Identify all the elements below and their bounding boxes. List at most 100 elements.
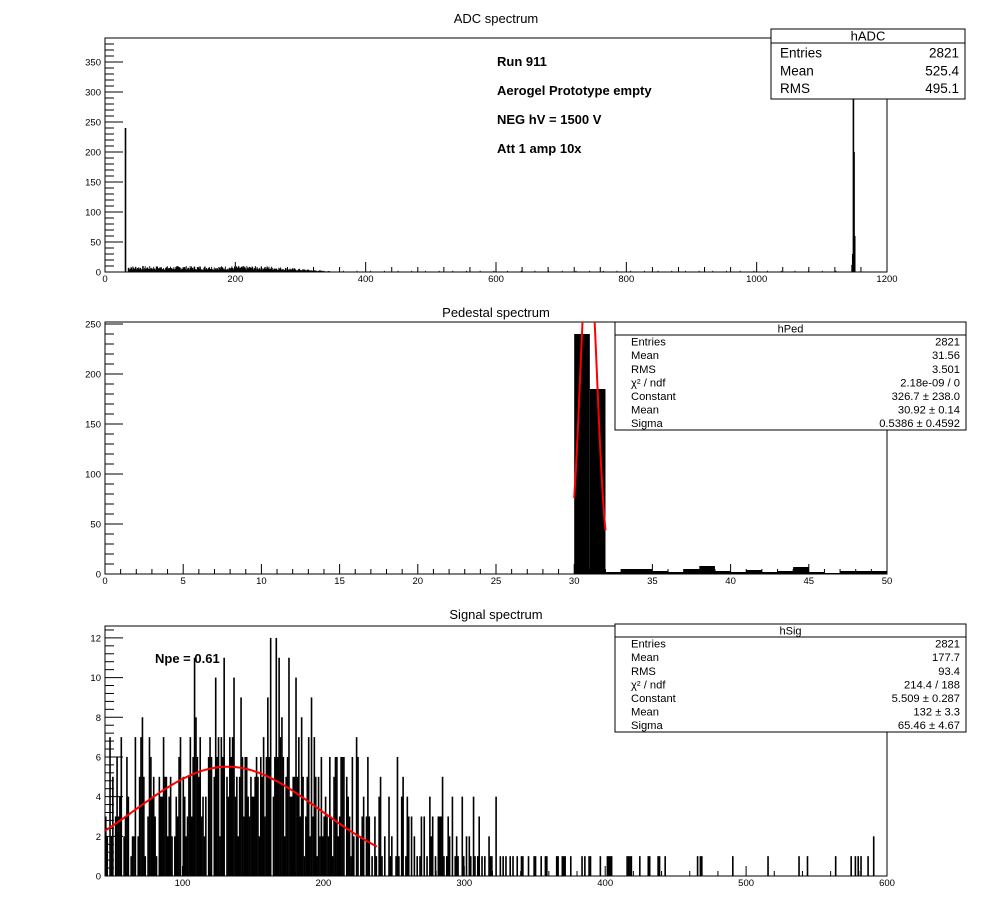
histogram-bar (274, 269, 276, 272)
histogram-bar (267, 697, 269, 876)
histogram-bar (534, 856, 537, 876)
histogram-bar (160, 266, 162, 272)
histogram-bar (325, 271, 327, 272)
histogram-bar (275, 268, 277, 272)
stats-value: 495.1 (925, 81, 959, 96)
histogram-bar (342, 270, 344, 272)
histogram-bar (322, 271, 323, 272)
histogram-bar (491, 856, 493, 876)
histogram-bar (223, 268, 225, 272)
histogram-bar (219, 268, 220, 272)
stats-name: hADC (851, 29, 886, 44)
histogram-bar (153, 268, 155, 272)
histogram-bar (185, 268, 187, 272)
histogram-bar (262, 268, 264, 272)
histogram-bar (240, 267, 242, 272)
histogram-bar (304, 269, 306, 272)
histogram-bar (544, 856, 547, 876)
histogram-bar (179, 267, 181, 272)
histogram-bar (599, 856, 602, 876)
histogram-bar (267, 267, 269, 272)
histogram-bar (437, 816, 440, 876)
histogram-bar (172, 268, 174, 272)
histogram-bar (310, 270, 312, 272)
histogram-bar (184, 267, 186, 272)
histogram-bar (546, 856, 548, 876)
histogram-bar (202, 269, 204, 272)
histogram-bar (185, 836, 187, 876)
x-tick-label: 1200 (876, 274, 897, 285)
histogram-bar (116, 756, 118, 876)
histogram-bar (327, 271, 329, 272)
histogram-bar (424, 270, 426, 272)
histogram-bar (340, 756, 342, 876)
histogram-bar (212, 269, 214, 272)
pedestal-spectrum-panel: Pedestal spectrum 0 50 100 150 200 250 0 5 10 15 20… (85, 305, 967, 587)
histogram-bar (726, 270, 727, 272)
histogram-bar (288, 269, 290, 272)
histogram-bar (267, 268, 269, 272)
histogram-bar (155, 266, 157, 272)
chart-title-group: ADC spectrum (454, 11, 539, 26)
histogram-bar (286, 756, 289, 876)
histogram-bar (328, 271, 330, 272)
histogram-bar (300, 270, 302, 272)
histogram-bar (171, 836, 173, 876)
histogram-bar (574, 334, 590, 574)
histogram-bar (277, 270, 278, 272)
histogram-bar (520, 270, 522, 272)
histogram-bar (241, 266, 243, 272)
histogram-bar (321, 270, 323, 272)
histogram-bar (137, 836, 140, 876)
histogram-bar (507, 270, 508, 272)
histogram-bar (318, 270, 320, 272)
histogram-bar (180, 269, 182, 272)
histogram-bar (194, 266, 196, 272)
histogram-bar (279, 737, 282, 876)
histogram-bar (222, 267, 224, 272)
histogram-bar (174, 268, 176, 272)
histogram-bar (145, 269, 147, 272)
histogram-bar (561, 856, 564, 876)
histogram-bar (182, 269, 184, 272)
histogram-bar (314, 270, 316, 272)
histogram-bar (174, 836, 176, 876)
histogram-bar (314, 776, 317, 876)
histogram-bar (324, 271, 326, 272)
y-tick-label: 8 (96, 713, 101, 724)
histogram-bar (209, 268, 211, 272)
histogram-bar (182, 776, 185, 876)
histogram-bar (290, 269, 292, 272)
histogram-bar (488, 836, 490, 876)
histogram-bar (161, 269, 163, 272)
histogram-bar (452, 270, 454, 272)
histogram-bar (197, 267, 199, 272)
histogram-bar (808, 572, 825, 574)
histogram-bar (314, 270, 316, 272)
histogram-bar (143, 776, 145, 876)
histogram-bar (732, 856, 734, 876)
histogram-bar (481, 856, 483, 876)
histogram-bar (234, 267, 236, 272)
histogram-bar (365, 816, 368, 876)
histogram-bar (472, 796, 475, 876)
histogram-bar (330, 816, 333, 876)
x-tick-label: 1000 (746, 274, 767, 285)
histogram-bar (144, 266, 146, 272)
histogram-bar (169, 268, 171, 272)
stats-name: hPed (778, 324, 804, 336)
stats-value: 2.18e-09 / 0 (900, 377, 960, 389)
histogram-bar (431, 816, 434, 876)
histogram-bar (243, 266, 245, 272)
histogram-bar (309, 270, 311, 272)
histogram-bar (147, 267, 149, 272)
histogram-bar (221, 756, 224, 876)
histogram-bar (629, 856, 631, 876)
histogram-bar (140, 269, 142, 272)
x-tick-label: 25 (491, 576, 502, 587)
histogram-bar (343, 756, 345, 876)
histogram-bar (161, 267, 162, 272)
histogram-bar (148, 268, 149, 272)
histogram-bar (671, 270, 673, 272)
histogram-bar (206, 269, 208, 272)
